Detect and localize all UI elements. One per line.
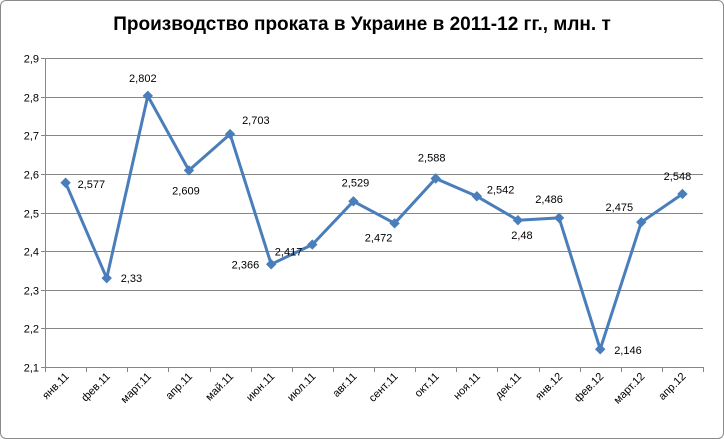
x-tick-label: апр.11 [163,371,195,403]
x-tick-label: июл.11 [285,371,318,404]
axes [41,58,704,372]
gridlines [45,58,703,329]
data-point-marker [307,239,318,250]
data-label: 2,542 [487,184,515,196]
data-label: 2,475 [606,202,634,214]
data-point-marker [265,259,277,270]
x-tick-label: янв.12 [533,371,565,403]
y-axis-tick-labels: 2,1 2,2 2,3 2,4 2,5 2,6 2,7 2,8 2,9 [24,54,39,375]
data-label: 2,529 [342,177,370,189]
y-tick-label: 2,6 [24,170,39,182]
series-line-path [64,94,684,351]
data-labels: 2,577 2,33 2,802 2,609 2,703 2,366 2,417 2,529 2… [78,73,692,357]
y-tick-label: 2,7 [24,131,39,143]
data-point-marker [471,191,483,202]
x-tick-label: фев.12 [572,371,606,405]
y-tick-label: 2,5 [24,209,39,221]
x-tick-label: июн.11 [244,371,277,404]
x-tick-label: апр.12 [656,371,688,403]
data-point-marker [224,128,236,140]
chart-title: Производство проката в Украине в 2011-12… [113,14,611,35]
x-axis-tick-labels: янв.11 фев.11 март.11 апр.11 май.11 июн.11 июл… [40,371,688,407]
data-point-marker [389,218,400,229]
data-point-marker [142,90,154,102]
x-tick-label: март.12 [612,371,648,407]
data-label: 2,48 [511,230,532,242]
series-line [64,94,684,351]
x-tick-label: сент.11 [367,371,401,405]
data-point-marker [677,188,688,200]
data-label: 2,486 [535,194,563,206]
y-tick-label: 2,3 [24,286,39,298]
y-tick-label: 2,9 [24,54,39,66]
x-tick-label: окт.11 [413,371,442,400]
data-label: 2,577 [78,179,106,191]
data-label: 2,802 [129,73,157,85]
data-label: 2,588 [418,153,446,165]
x-tick-label: дек.11 [493,371,524,402]
y-tick-label: 2,1 [24,363,39,375]
y-tick-label: 2,8 [24,93,39,105]
y-tick-label: 2,2 [24,324,39,336]
data-label: 2,417 [275,247,303,259]
x-tick-label: март.11 [119,371,154,406]
data-point-marker [430,173,441,184]
data-label: 2,703 [242,115,270,127]
data-point-marker [348,196,359,207]
data-point-marker [512,215,524,226]
data-point-marker [594,344,606,355]
x-tick-label: авг.11 [330,371,359,400]
data-label: 2,548 [664,171,692,183]
x-tick-label: фев.11 [79,371,113,405]
x-tick-label: ноя.11 [451,371,483,403]
data-point-marker [60,177,71,188]
data-label: 2,146 [614,345,642,357]
data-label: 2,366 [232,259,260,271]
x-tick-label: май.11 [203,371,236,404]
data-label: 2,472 [365,232,393,244]
x-tick-label: янв.11 [40,371,71,402]
data-point-marker [183,165,195,176]
y-tick-label: 2,4 [24,247,39,259]
data-label: 2,609 [172,185,200,197]
data-label: 2,33 [121,273,142,285]
data-point-marker [553,212,565,224]
data-point-marker [636,216,647,228]
data-point-marker [101,272,112,284]
series-markers [60,90,688,355]
